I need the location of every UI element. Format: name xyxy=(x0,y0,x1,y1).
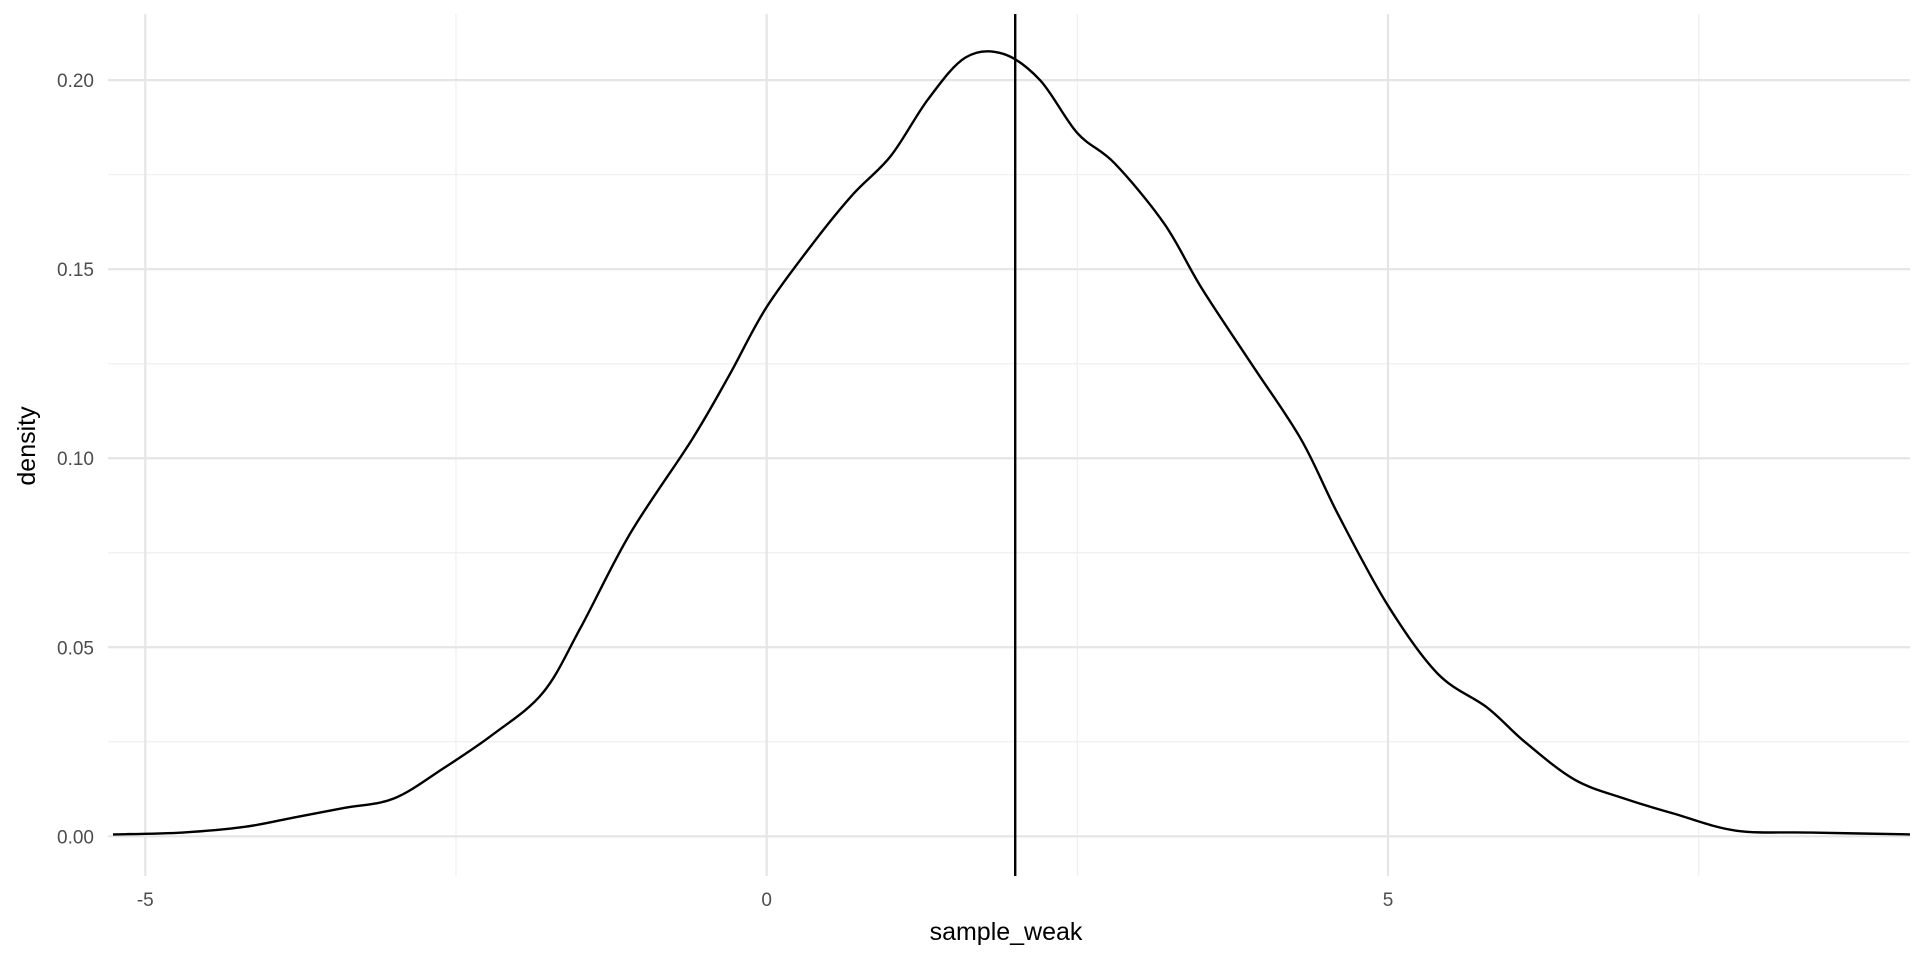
y-tick-label: 0.10 xyxy=(57,449,94,470)
y-axis-tick-labels: 0.00 0.05 0.10 0.15 0.20 xyxy=(57,71,94,848)
x-tick-label: -5 xyxy=(137,890,154,911)
series-layer xyxy=(112,50,1911,836)
grid-layer xyxy=(108,14,1910,876)
y-axis-title: density xyxy=(13,406,41,486)
x-tick-label: 5 xyxy=(1383,890,1394,911)
y-tick-label: 0.05 xyxy=(57,638,94,659)
y-tick-label: 0.20 xyxy=(57,71,94,92)
x-axis-title: sample_weak xyxy=(930,918,1083,946)
density-curve-line xyxy=(112,50,1911,836)
y-tick-label: 0.15 xyxy=(57,260,94,281)
y-tick-label: 0.00 xyxy=(57,827,94,848)
x-axis-tick-labels: -5 0 5 xyxy=(137,890,1394,911)
x-tick-label: 0 xyxy=(761,890,772,911)
